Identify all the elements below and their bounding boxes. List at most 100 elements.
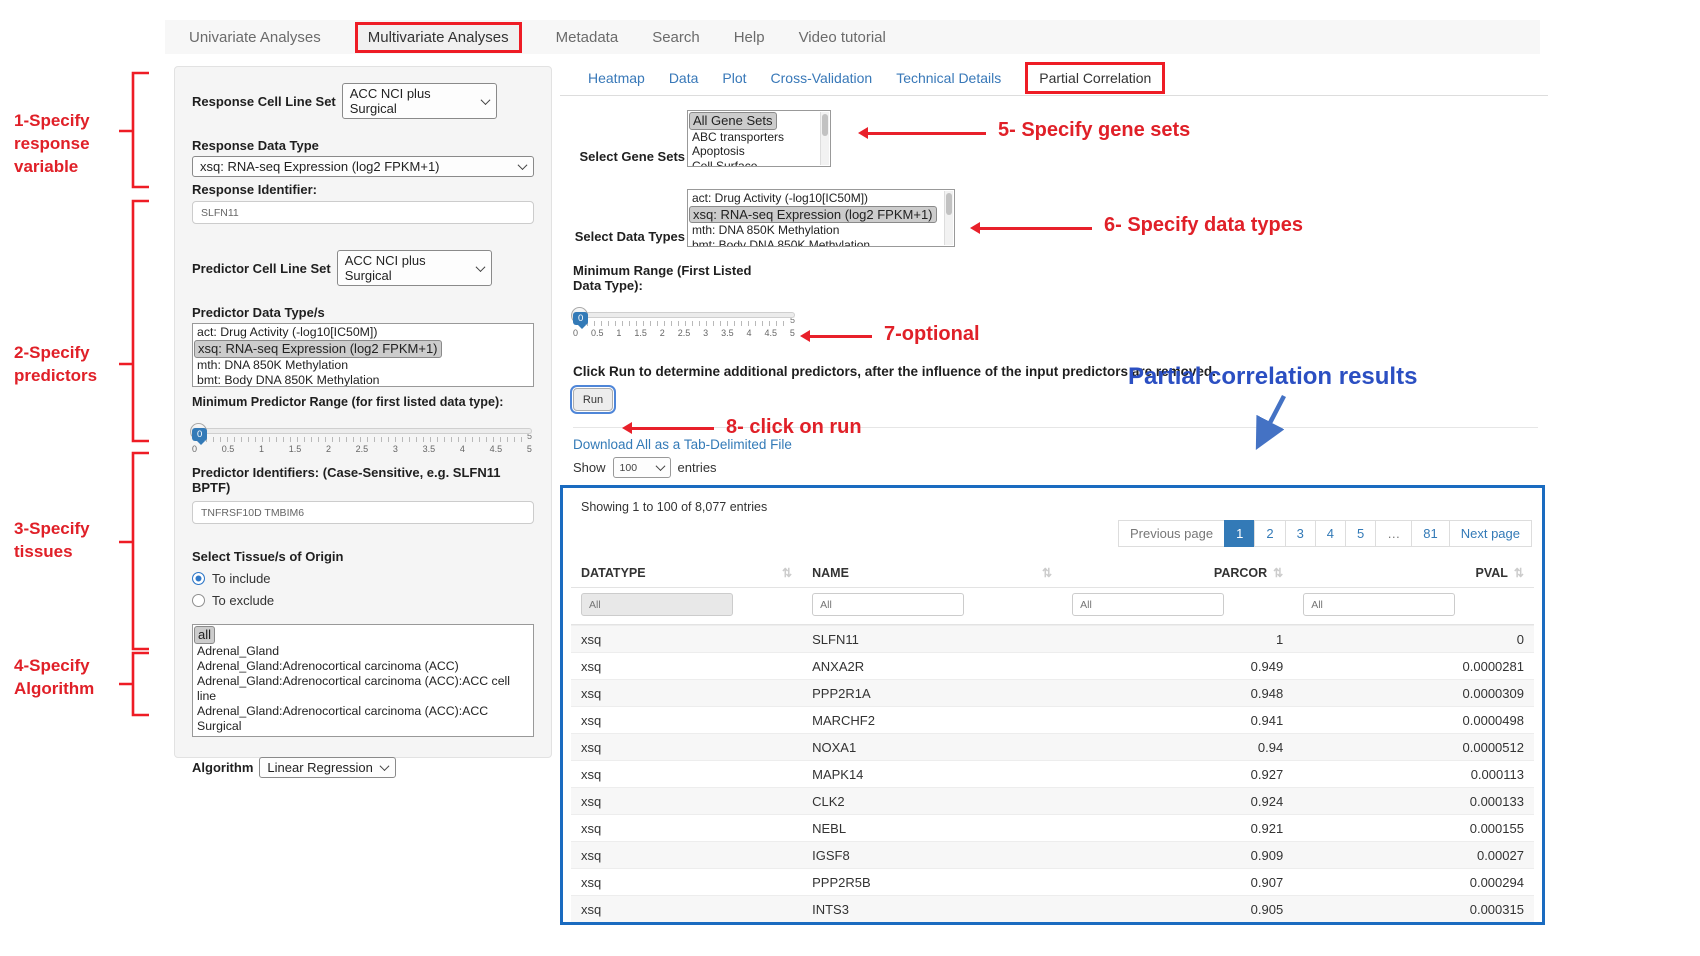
min-range-slider[interactable]: 0 5 0 0.5 1 1.5 2 2.5 3 3.5 4 4.5 5 — [571, 307, 795, 338]
tick-label: 2.5 — [355, 444, 369, 454]
annotation-step2: 2-Specify predictors — [14, 342, 97, 388]
listbox-option[interactable]: Adrenal_Gland:Adrenocortical carcinoma (… — [197, 658, 459, 673]
filter-input-datatype[interactable] — [581, 593, 733, 616]
filter-input-pval[interactable] — [1303, 593, 1456, 616]
tissue-include-label: To include — [212, 571, 271, 586]
predictor-cell-line-set-value: ACC NCI plus Surgical — [344, 253, 426, 283]
predictor-cell-line-set-select[interactable]: ACC NCI plus Surgical — [336, 250, 492, 286]
tissue-exclude-label: To exclude — [212, 593, 275, 608]
listbox-option[interactable]: act: Drug Activity (-log10[IC50M]) — [692, 191, 869, 205]
data-types-listbox[interactable]: act: Drug Activity (-log10[IC50M]) xsq: R… — [687, 189, 955, 247]
listbox-option[interactable]: bmt: Body DNA 850K Methylation — [692, 238, 871, 247]
listbox-option[interactable]: xsq: RNA-seq Expression (log2 FPKM+1) — [689, 205, 937, 224]
page-button-4[interactable]: 4 — [1314, 520, 1347, 547]
slider-track[interactable] — [190, 423, 532, 440]
sort-icon[interactable]: ⇅ — [1513, 566, 1524, 580]
partial-correlation-pane: Heatmap Data Plot Cross-Validation Techn… — [560, 60, 1548, 925]
algorithm-select[interactable]: Linear Regression — [259, 757, 396, 778]
listbox-option[interactable]: Adrenal_Gland:Adrenocortical carcinoma (… — [197, 673, 511, 703]
nav-multivariate-analyses[interactable]: Multivariate Analyses — [354, 21, 522, 53]
page-button-5[interactable]: 5 — [1345, 520, 1377, 547]
annotation-step1: 1-Specify response variable — [14, 110, 90, 179]
next-page-button[interactable]: Next page — [1448, 520, 1532, 547]
filter-input-parcor[interactable] — [1072, 593, 1225, 616]
predictor-cell-line-set-label: Predictor Cell Line Set — [192, 260, 331, 276]
cell-datatype: xsq — [581, 793, 602, 809]
red-bracket — [119, 71, 149, 189]
annotation-line: response — [14, 133, 90, 153]
chevron-down-icon — [655, 461, 665, 472]
scrollbar[interactable] — [820, 112, 829, 165]
tissues-listbox[interactable]: all Adrenal_Gland Adrenal_Gland:Adrenocort… — [192, 624, 534, 737]
min-predictor-range-slider[interactable]: 0 5 0 0.5 1 1.5 2 2.5 3 3.5 4 4.5 5 — [190, 423, 532, 454]
response-identifier-input[interactable] — [192, 201, 534, 224]
select-data-types-label: Select Data Types — [574, 229, 685, 244]
page-button-3[interactable]: 3 — [1284, 520, 1316, 547]
download-all-link[interactable]: Download All as a Tab-Delimited File — [573, 437, 792, 452]
page-button-2[interactable]: 2 — [1254, 520, 1286, 547]
listbox-option[interactable]: mth: DNA 850K Methylation — [197, 357, 349, 372]
tick-label: 4 — [746, 328, 752, 338]
cell-parcor: 0.924 — [1250, 793, 1284, 809]
cell-parcor: 0.94 — [1257, 739, 1284, 755]
column-header-pval[interactable]: PVAL ⇅ — [1293, 557, 1534, 587]
tab-technical-details[interactable]: Technical Details — [896, 69, 1002, 86]
listbox-option[interactable]: Apoptosis — [692, 144, 745, 159]
run-instruction: Click Run to determine additional predic… — [573, 364, 1216, 379]
tick-label: 2 — [659, 328, 665, 338]
radio-unselected-icon[interactable] — [192, 594, 205, 607]
listbox-option[interactable]: Adrenal_Gland — [197, 643, 280, 658]
cell-datatype: xsq — [581, 901, 602, 917]
min-predictor-range-label: Minimum Predictor Range (for first liste… — [192, 395, 504, 409]
column-header-datatype[interactable]: DATATYPE ⇅ — [571, 557, 802, 587]
annotation-step4: 4-Specify Algorithm — [14, 655, 94, 701]
top-navbar: Univariate Analyses Multivariate Analyse… — [165, 20, 1540, 54]
nav-univariate-analyses[interactable]: Univariate Analyses — [189, 28, 321, 46]
listbox-option[interactable]: all — [194, 626, 216, 644]
sort-icon[interactable]: ⇅ — [1273, 566, 1284, 580]
tab-cross-validation[interactable]: Cross-Validation — [770, 69, 873, 86]
listbox-option[interactable]: mth: DNA 850K Methylation — [692, 223, 840, 238]
sort-icon[interactable]: ⇅ — [1042, 566, 1053, 580]
tab-heatmap[interactable]: Heatmap — [588, 69, 645, 86]
nav-help[interactable]: Help — [733, 28, 765, 46]
page-button-81[interactable]: 81 — [1411, 520, 1450, 547]
nav-metadata[interactable]: Metadata — [555, 28, 619, 46]
listbox-option[interactable]: ABC transporters — [692, 129, 785, 144]
slider-track[interactable] — [571, 307, 795, 324]
gene-sets-listbox[interactable]: All Gene Sets ABC transporters Apoptosis Ce… — [687, 110, 831, 167]
predictor-identifiers-input[interactable] — [192, 501, 534, 524]
show-entries-select[interactable]: 100 — [612, 457, 671, 478]
listbox-option[interactable]: act: Drug Activity (-log10[IC50M]) — [197, 325, 378, 339]
response-data-type-select[interactable]: xsq: RNA-seq Expression (log2 FPKM+1) — [192, 156, 534, 177]
radio-selected-icon[interactable] — [192, 572, 205, 585]
nav-video-tutorial[interactable]: Video tutorial — [798, 28, 886, 46]
listbox-option[interactable]: bmt: Body DNA 850K Methylation — [197, 372, 380, 387]
filter-input-name[interactable] — [812, 593, 965, 616]
tab-plot[interactable]: Plot — [722, 69, 747, 86]
sort-icon[interactable]: ⇅ — [782, 566, 793, 580]
cell-parcor: 0.909 — [1250, 847, 1284, 863]
run-button[interactable]: Run — [570, 385, 616, 414]
predictor-data-types-listbox[interactable]: act: Drug Activity (-log10[IC50M]) xsq: R… — [192, 323, 534, 387]
column-header-name[interactable]: NAME ⇅ — [802, 557, 1062, 587]
response-cell-line-set-select[interactable]: ACC NCI plus Surgical — [341, 83, 497, 119]
listbox-option[interactable]: All Gene Sets — [689, 112, 777, 130]
listbox-option[interactable]: Cell Surface — [692, 159, 758, 167]
tab-data[interactable]: Data — [668, 69, 699, 86]
cell-pval: 0.0000498 — [1462, 712, 1524, 728]
page-button-1[interactable]: 1 — [1224, 520, 1256, 547]
algorithm-label: Algorithm — [192, 760, 254, 775]
column-header-parcor[interactable]: PARCOR ⇅ — [1062, 557, 1293, 587]
listbox-option[interactable]: xsq: RNA-seq Expression (log2 FPKM+1) — [194, 340, 442, 358]
slider-value-badge: 0 — [192, 428, 208, 445]
nav-search[interactable]: Search — [652, 28, 700, 46]
tab-partial-correlation[interactable]: Partial Correlation — [1025, 61, 1166, 94]
cell-datatype: xsq — [581, 739, 602, 755]
previous-page-button[interactable]: Previous page — [1117, 520, 1226, 547]
scrollbar[interactable] — [944, 191, 953, 245]
predictor-identifiers-label: Predictor Identifiers: (Case-Sensitive, … — [192, 465, 501, 495]
tick-label: 5 — [789, 328, 795, 338]
listbox-option[interactable]: Adrenal_Gland:Adrenocortical carcinoma (… — [197, 703, 489, 733]
